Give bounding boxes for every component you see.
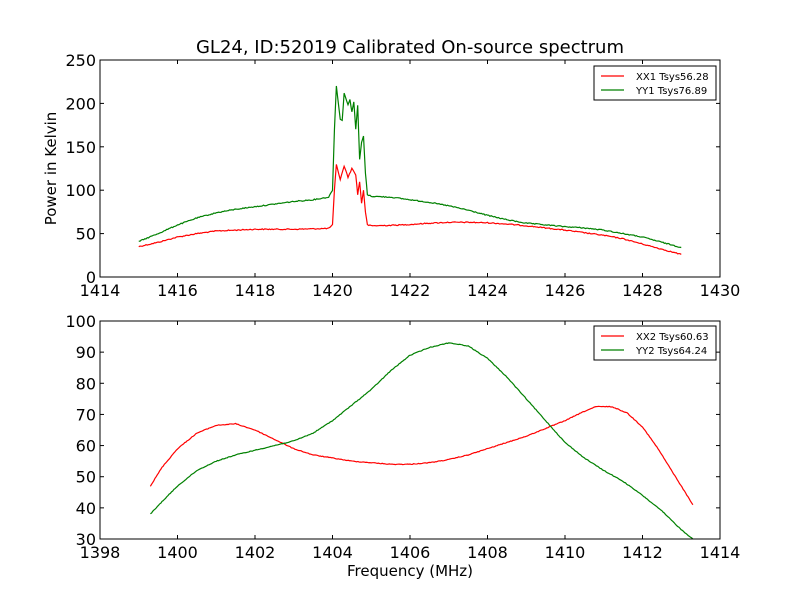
legend-box	[593, 65, 717, 101]
y-tick-label: 30	[76, 530, 96, 549]
x-tick-label: 1412	[622, 543, 663, 562]
x-tick-label: 1408	[467, 543, 508, 562]
legend-label: XX1 Tsys56.28	[636, 72, 709, 83]
y-tick-label: 50	[76, 468, 96, 487]
x-tick-label: 1426	[545, 281, 586, 300]
x-tick-label: 1424	[467, 281, 508, 300]
x-axis-label: Frequency (MHz)	[347, 562, 473, 580]
chart-title: GL24, ID:52019 Calibrated On-source spec…	[196, 37, 624, 58]
legend: XX1 Tsys56.28 YY1 Tsys76.89	[593, 65, 717, 101]
y-tick-label: 150	[65, 138, 96, 157]
x-tick-label: 1430	[700, 281, 741, 300]
x-tick-label: 1420	[312, 281, 353, 300]
y-tick-label: 90	[76, 343, 96, 362]
y-tick-label: 80	[76, 374, 96, 393]
bottom-plot: 1398 1400 1402 1404 1406 1408 1410 1412 1414 30 40…	[65, 312, 740, 580]
y-tick-label: 70	[76, 405, 96, 424]
top-plot: 1414 1416 1418 1420 1422 1424 1426 1428 1430 0 50 1…	[42, 51, 740, 300]
y-tick-label: 250	[65, 51, 96, 70]
x-tick-label: 1404	[312, 543, 353, 562]
legend: XX2 Tsys60.63 YY2 Tsys64.24	[593, 325, 717, 361]
series-line-xx1	[138, 164, 682, 255]
series-group	[138, 85, 682, 255]
x-tick-label: 1414	[80, 281, 121, 300]
legend-label: YY2 Tsys64.24	[635, 346, 707, 357]
x-tick-label: 1410	[545, 543, 586, 562]
x-tick-label: 1400	[157, 543, 198, 562]
legend-label: XX2 Tsys60.63	[636, 332, 709, 343]
x-tick-label: 1406	[390, 543, 431, 562]
x-tick-label: 1402	[235, 543, 276, 562]
y-axis-label: Power in Kelvin	[42, 112, 60, 226]
y-tick-label: 0	[86, 268, 96, 287]
y-tick-label: 60	[76, 437, 96, 456]
x-tick-label: 1416	[157, 281, 198, 300]
x-tick-label: 1414	[700, 543, 741, 562]
series-line-xx2	[149, 405, 694, 506]
x-tick-label: 1418	[235, 281, 276, 300]
y-tick-label: 50	[76, 225, 96, 244]
legend-label: YY1 Tsys76.89	[635, 86, 707, 97]
series-line-yy2	[150, 342, 694, 539]
x-tick-label: 1428	[622, 281, 663, 300]
series-group	[149, 342, 694, 539]
y-tick-label: 100	[65, 312, 96, 331]
x-tick-label: 1398	[80, 543, 121, 562]
series-line-yy1	[138, 85, 682, 249]
y-tick-label: 200	[65, 94, 96, 113]
x-tick-label: 1422	[390, 281, 431, 300]
y-tick-label: 100	[65, 181, 96, 200]
y-tick-label: 40	[76, 499, 96, 518]
legend-box	[593, 325, 717, 361]
